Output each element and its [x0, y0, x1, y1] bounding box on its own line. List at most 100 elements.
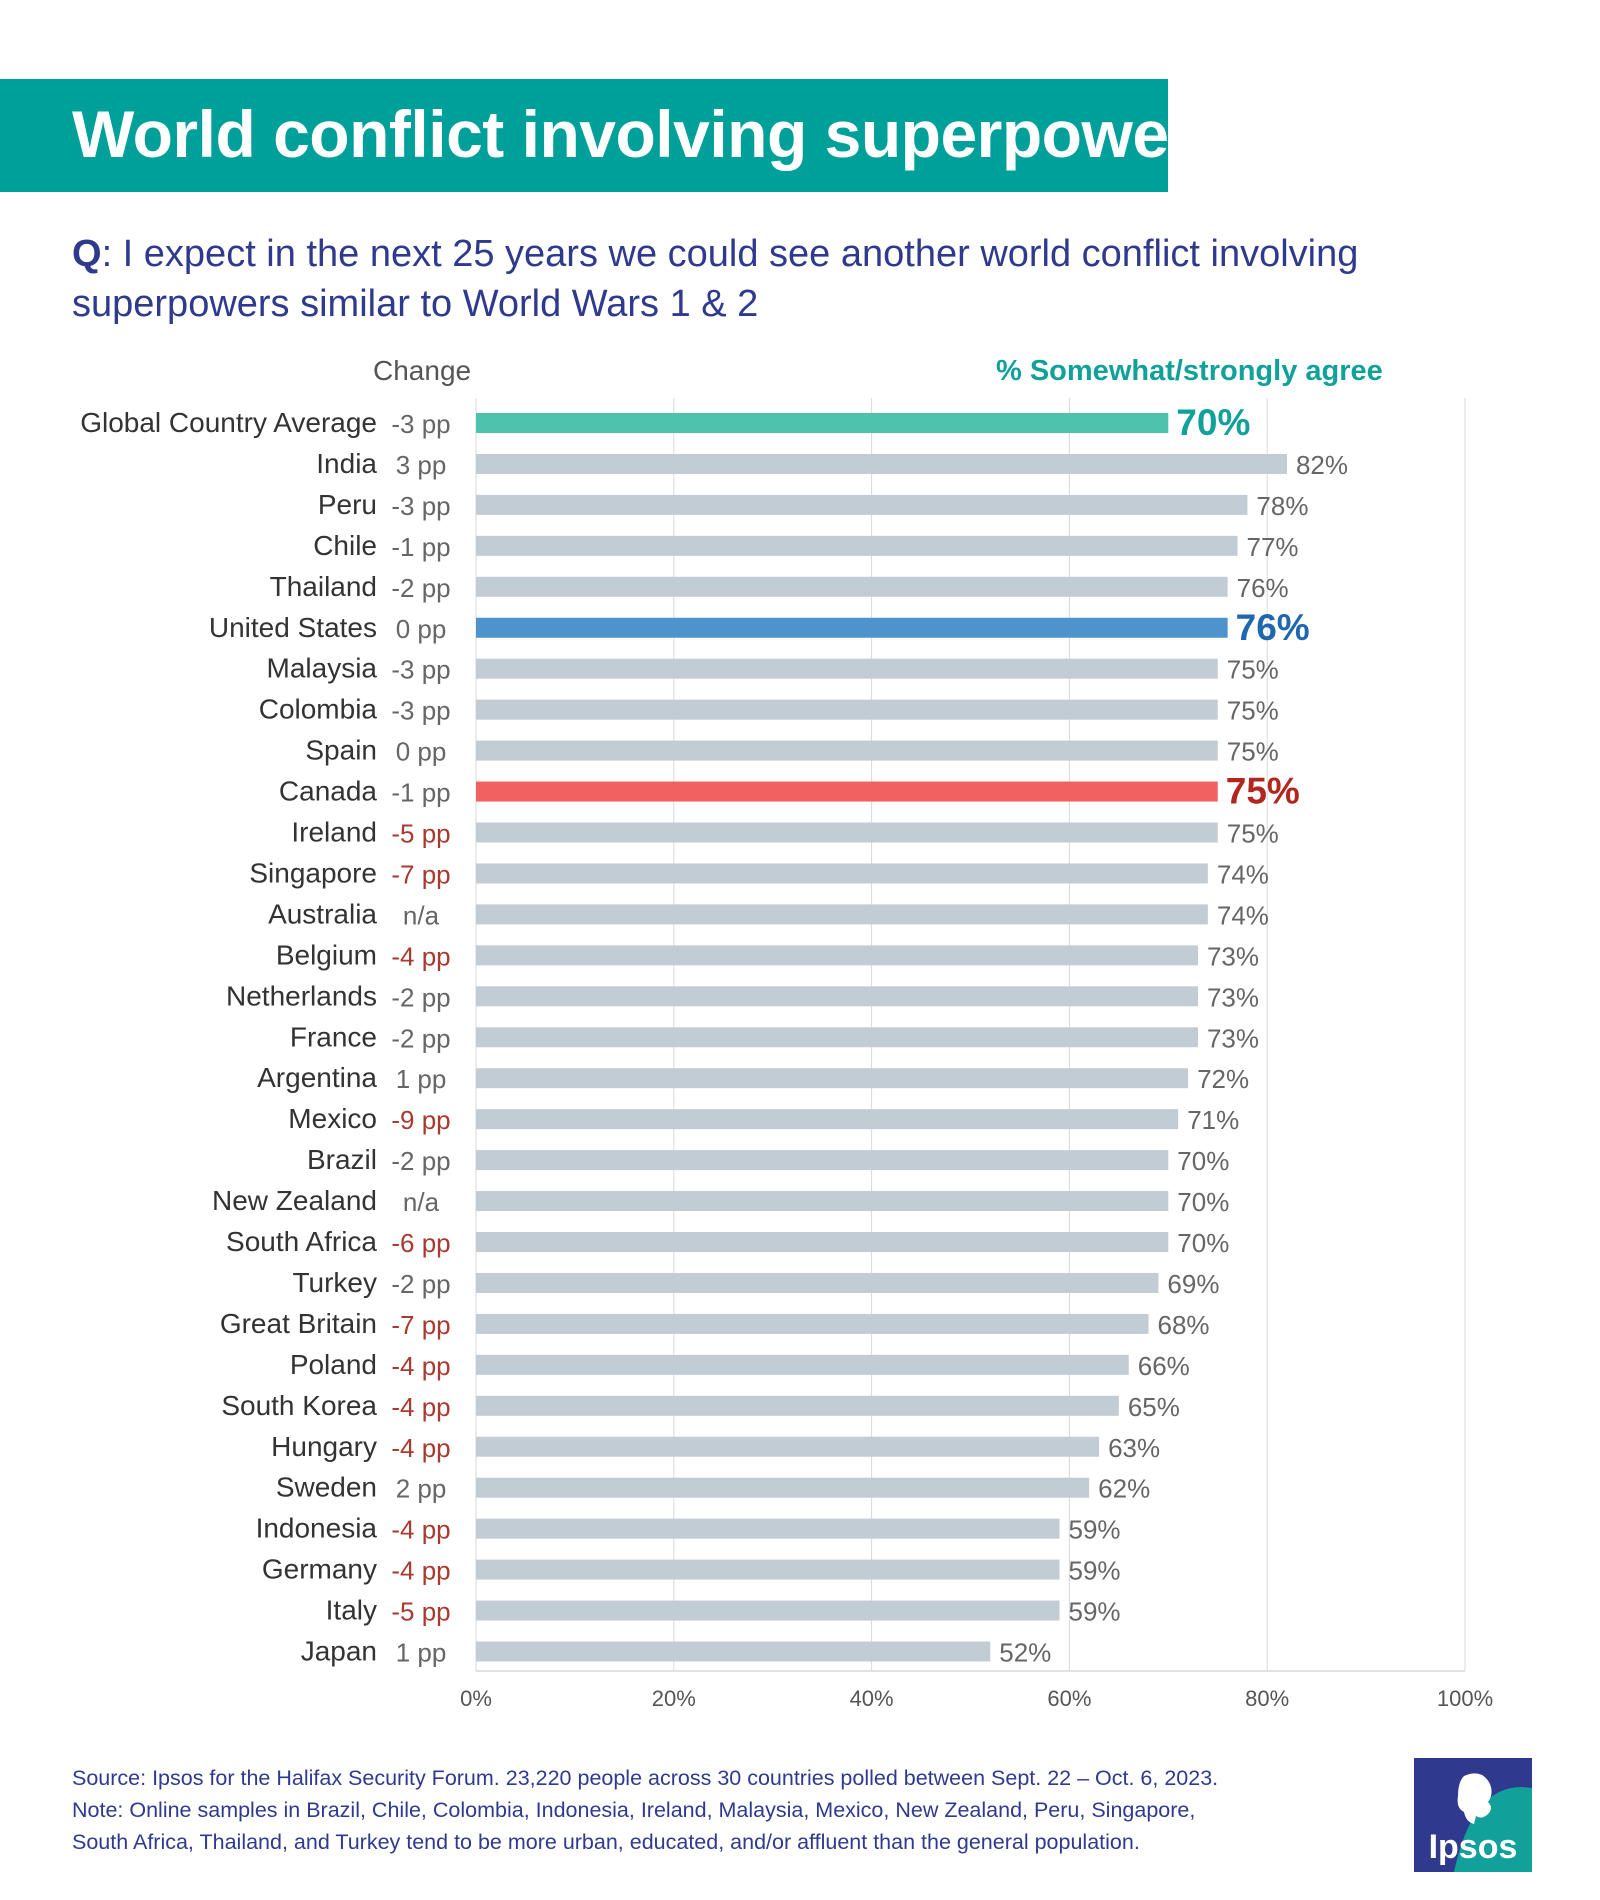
change-label: -1 pp	[391, 778, 450, 808]
change-label: -4 pp	[391, 1392, 450, 1422]
country-label: Turkey	[292, 1267, 377, 1298]
country-label: Hungary	[271, 1431, 377, 1462]
country-label: Indonesia	[256, 1513, 378, 1544]
bar	[476, 1641, 991, 1662]
country-label: Mexico	[288, 1103, 377, 1134]
source-note: Source: Ipsos for the Halifax Security F…	[72, 1766, 1219, 1790]
bar	[476, 945, 1198, 966]
value-label: 59%	[1069, 1556, 1121, 1586]
value-label: 75%	[1227, 737, 1279, 767]
change-label: 1 pp	[396, 1638, 447, 1668]
change-label: -3 pp	[391, 491, 450, 521]
country-label: South Africa	[226, 1226, 377, 1257]
bar	[476, 1272, 1159, 1293]
bar	[476, 1232, 1169, 1252]
value-label: 69%	[1167, 1269, 1219, 1299]
bar	[476, 1559, 1060, 1580]
bar	[476, 1600, 1060, 1621]
change-label: 3 pp	[396, 450, 447, 480]
sample-note-line-2: South Africa, Thailand, and Turkey tend …	[72, 1830, 1140, 1854]
value-label: 76%	[1236, 607, 1310, 648]
bar	[476, 904, 1208, 925]
page-title: World conflict involving superpower	[72, 97, 1194, 171]
country-label: Japan	[301, 1636, 377, 1667]
value-label: 70%	[1177, 1228, 1229, 1258]
title-banner: World conflict involving superpower	[0, 79, 1194, 192]
country-label: Peru	[318, 489, 377, 520]
logo-tree-head	[1457, 1773, 1492, 1824]
country-label: Global Country Average	[80, 407, 377, 438]
bar	[476, 699, 1218, 720]
bar	[476, 986, 1198, 1007]
sample-note-line-1: Note: Online samples in Brazil, Chile, C…	[72, 1798, 1196, 1822]
country-label: Singapore	[249, 857, 377, 888]
agree-column-header: % Somewhat/strongly agree	[996, 355, 1383, 387]
country-label: South Korea	[221, 1390, 377, 1421]
country-label: Argentina	[257, 1062, 377, 1093]
change-label: -2 pp	[391, 1269, 450, 1299]
change-label: 0 pp	[396, 614, 447, 644]
bar	[476, 1395, 1119, 1416]
value-label: 52%	[999, 1638, 1051, 1668]
value-label: 74%	[1217, 900, 1269, 930]
country-label: Thailand	[270, 571, 377, 602]
country-label: France	[290, 1021, 377, 1052]
value-label: 68%	[1158, 1310, 1210, 1340]
country-label: Canada	[279, 776, 378, 807]
value-label: 73%	[1207, 941, 1259, 971]
value-label: 75%	[1227, 655, 1279, 685]
ipsos-logo-icon: Ipsos	[1414, 1758, 1532, 1872]
value-label: 70%	[1177, 1187, 1229, 1217]
x-tick-label: 40%	[850, 1686, 894, 1711]
bar	[476, 1191, 1169, 1212]
bar	[476, 1436, 1100, 1457]
value-label: 74%	[1217, 859, 1269, 889]
value-label: 59%	[1069, 1597, 1121, 1627]
change-label: -2 pp	[391, 982, 450, 1012]
change-label: -2 pp	[391, 1146, 450, 1176]
bar-chart: 0% 20% 40% 60% 80% 100% Global Country Average…	[80, 398, 1493, 1711]
change-label: 2 pp	[396, 1474, 447, 1504]
bar	[476, 494, 1248, 515]
logo-text: Ipsos	[1429, 1828, 1518, 1866]
x-tick-label: 0%	[460, 1686, 492, 1711]
country-label: United States	[209, 612, 377, 643]
bar	[476, 453, 1287, 474]
country-label: Italy	[326, 1595, 377, 1626]
question-body: : I expect in the next 25 years we could…	[72, 233, 1359, 325]
value-label: 78%	[1256, 491, 1308, 521]
change-label: -7 pp	[391, 1310, 450, 1340]
bar	[476, 781, 1218, 802]
change-label: -3 pp	[391, 409, 450, 439]
value-label: 77%	[1247, 532, 1299, 562]
x-tick-label: 80%	[1245, 1686, 1289, 1711]
bar	[476, 1518, 1060, 1539]
country-label: New Zealand	[212, 1185, 377, 1216]
value-label: 70%	[1176, 402, 1250, 443]
change-label: -4 pp	[391, 1433, 450, 1463]
value-label: 70%	[1177, 1146, 1229, 1176]
bar	[476, 413, 1169, 433]
country-label: Poland	[290, 1349, 377, 1380]
value-label: 75%	[1227, 819, 1279, 849]
bar	[476, 535, 1238, 556]
value-label: 82%	[1296, 450, 1348, 480]
change-label: 0 pp	[396, 737, 447, 767]
country-label: Colombia	[259, 694, 378, 725]
value-label: 73%	[1207, 1023, 1259, 1053]
country-label: Netherlands	[226, 980, 377, 1011]
change-label: -9 pp	[391, 1105, 450, 1135]
footer: Source: Ipsos for the Halifax Security F…	[72, 1762, 1392, 1858]
change-label: -2 pp	[391, 1023, 450, 1053]
bar	[476, 658, 1218, 679]
country-label: Belgium	[276, 939, 377, 970]
value-label: 62%	[1098, 1474, 1150, 1504]
country-label: Spain	[305, 735, 377, 766]
value-label: 63%	[1108, 1433, 1160, 1463]
change-label: -2 pp	[391, 573, 450, 603]
change-label: n/a	[403, 900, 440, 930]
bar	[476, 1354, 1129, 1375]
value-label: 72%	[1197, 1064, 1249, 1094]
bar	[476, 1109, 1179, 1130]
bar	[476, 576, 1228, 597]
